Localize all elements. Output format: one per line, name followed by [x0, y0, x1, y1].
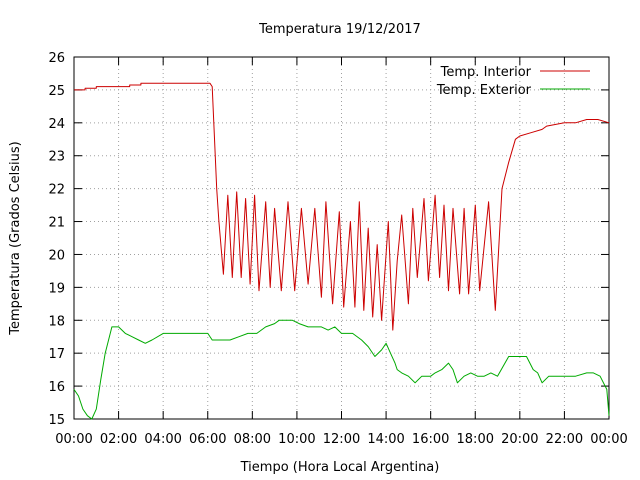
y-tick-label: 16 [48, 380, 65, 395]
y-tick-label: 20 [48, 248, 65, 263]
series-line-exterior [73, 319, 610, 420]
chart-title: Temperatura 19/12/2017 [258, 22, 421, 37]
y-tick-label: 24 [48, 117, 65, 132]
legend-label-exterior: Temp. Exterior [436, 83, 532, 98]
y-tick-label: 21 [48, 216, 65, 231]
x-tick-label: 16:00 [412, 432, 449, 447]
x-axis: 00:00 02:00 04:00 06:00 08:00 10:00 12:00 14:00… [55, 57, 628, 447]
y-axis-label: Temperatura (Grados Celsius) [8, 141, 23, 335]
legend-label-interior: Temp. Interior [440, 65, 532, 80]
x-tick-label: 22:00 [546, 432, 583, 447]
x-tick-label: 20:00 [501, 432, 538, 447]
x-tick-label: 14:00 [367, 432, 404, 447]
y-tick-label: 23 [48, 150, 65, 165]
y-tick-label: 18 [48, 314, 65, 329]
x-axis-label: Tiempo (Hora Local Argentina) [240, 460, 440, 475]
x-tick-label: 02:00 [100, 432, 137, 447]
y-tick-label: 17 [48, 347, 65, 362]
x-tick-label: 10:00 [278, 432, 315, 447]
x-tick-label: 12:00 [323, 432, 360, 447]
x-tick-label: 00:00 [55, 432, 92, 447]
x-tick-label: 18:00 [457, 432, 494, 447]
x-tick-label: 04:00 [144, 432, 181, 447]
x-tick-label: 00:00 [590, 432, 627, 447]
y-axis: 15 16 17 18 19 20 21 22 23 24 25 26 [48, 51, 609, 428]
y-tick-label: 22 [48, 183, 65, 198]
legend: Temp. Interior Temp. Exterior [436, 65, 590, 98]
y-tick-label: 25 [48, 84, 65, 99]
y-tick-label: 19 [48, 281, 65, 296]
series-line-interior [74, 82, 610, 331]
x-tick-label: 08:00 [234, 432, 271, 447]
grid [74, 57, 609, 419]
series-lines [73, 82, 610, 420]
y-tick-label: 26 [48, 51, 65, 66]
y-tick-label: 15 [48, 413, 65, 428]
x-tick-label: 06:00 [189, 432, 226, 447]
